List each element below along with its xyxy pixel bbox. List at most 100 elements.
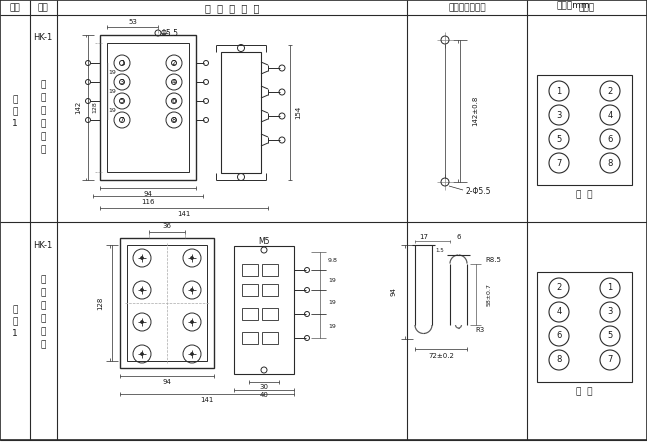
Text: 19: 19 — [108, 108, 116, 113]
Text: 8: 8 — [608, 159, 613, 168]
Text: 72±0.2: 72±0.2 — [428, 353, 454, 359]
Text: 3: 3 — [556, 110, 562, 119]
Bar — [537, 272, 632, 382]
Text: 142±0.8: 142±0.8 — [472, 96, 478, 126]
Circle shape — [140, 256, 144, 259]
Text: 出: 出 — [40, 289, 46, 297]
Text: 2: 2 — [608, 87, 613, 95]
Bar — [120, 238, 214, 368]
Text: 附: 附 — [12, 305, 17, 315]
Text: 5: 5 — [608, 332, 613, 340]
Text: 94: 94 — [162, 379, 171, 385]
Text: 图: 图 — [12, 317, 17, 327]
Text: 凸: 凸 — [40, 275, 46, 285]
Text: 6: 6 — [556, 332, 562, 340]
Text: 3: 3 — [608, 308, 613, 316]
Text: 接: 接 — [40, 328, 46, 336]
Text: 94: 94 — [390, 288, 396, 297]
Text: HK-1: HK-1 — [34, 34, 52, 42]
Text: 安装开孔尺寸图: 安装开孔尺寸图 — [448, 4, 486, 12]
Text: 4: 4 — [608, 110, 613, 119]
Text: 1: 1 — [608, 283, 613, 293]
Text: 17: 17 — [419, 234, 428, 240]
Text: 5: 5 — [556, 134, 562, 144]
Text: 141: 141 — [177, 211, 191, 217]
Circle shape — [140, 320, 144, 324]
Text: 附: 附 — [12, 95, 17, 104]
Circle shape — [190, 289, 193, 292]
Bar — [262, 284, 278, 296]
Text: 背  视: 背 视 — [576, 388, 592, 396]
Text: 6: 6 — [171, 98, 176, 104]
Text: M5: M5 — [258, 236, 270, 245]
Text: R8.5: R8.5 — [485, 257, 501, 263]
Bar — [127, 245, 207, 361]
Text: 1: 1 — [12, 329, 18, 339]
Text: 1: 1 — [12, 119, 18, 129]
Text: 19: 19 — [328, 278, 336, 282]
Text: 30: 30 — [259, 384, 269, 390]
Text: 1.5: 1.5 — [435, 248, 444, 252]
Text: 8: 8 — [556, 355, 562, 365]
Text: 6: 6 — [608, 134, 613, 144]
Text: 4: 4 — [172, 79, 176, 85]
Bar — [242, 284, 258, 296]
Text: 6: 6 — [456, 234, 461, 240]
Bar — [234, 246, 294, 374]
Text: 7: 7 — [556, 159, 562, 168]
Text: 128: 128 — [93, 102, 98, 114]
Bar — [242, 332, 258, 344]
Text: 图号: 图号 — [10, 4, 20, 12]
Text: 19: 19 — [328, 300, 336, 305]
Text: 4: 4 — [556, 308, 562, 316]
Text: 19: 19 — [108, 70, 116, 75]
Circle shape — [190, 320, 193, 324]
Text: 式: 式 — [40, 107, 46, 115]
Bar — [107, 43, 189, 172]
Text: 19: 19 — [108, 89, 116, 94]
Bar — [242, 308, 258, 320]
Text: 3: 3 — [120, 79, 124, 85]
Bar — [262, 308, 278, 320]
Text: 端子图: 端子图 — [579, 4, 595, 12]
Bar — [242, 264, 258, 276]
Text: 线: 线 — [40, 145, 46, 155]
Text: 出: 出 — [40, 94, 46, 103]
Text: 后: 后 — [40, 315, 46, 324]
Text: 线: 线 — [40, 340, 46, 350]
Text: 154: 154 — [295, 106, 301, 119]
Text: 1: 1 — [556, 87, 562, 95]
Text: 式: 式 — [40, 301, 46, 310]
Text: 单位：mm: 单位：mm — [556, 1, 590, 11]
Bar — [100, 35, 196, 180]
Text: 7: 7 — [608, 355, 613, 365]
Text: 53: 53 — [128, 19, 137, 25]
Text: HK-1: HK-1 — [34, 240, 52, 249]
Text: 2-Φ5.5: 2-Φ5.5 — [465, 187, 490, 197]
Text: 19: 19 — [328, 324, 336, 328]
Text: 128: 128 — [97, 296, 103, 310]
Text: 94: 94 — [144, 191, 153, 197]
Bar — [221, 52, 261, 173]
Text: 2: 2 — [172, 60, 176, 66]
Text: 前: 前 — [40, 119, 46, 129]
Text: 58±0.7: 58±0.7 — [487, 283, 492, 306]
Text: 凸: 凸 — [40, 80, 46, 89]
Text: 前  视: 前 视 — [576, 191, 592, 199]
Text: 结构: 结构 — [38, 4, 49, 12]
Text: 1: 1 — [120, 60, 124, 66]
Text: 2: 2 — [556, 283, 562, 293]
Text: 7: 7 — [120, 117, 124, 123]
Circle shape — [140, 289, 144, 292]
Circle shape — [140, 353, 144, 355]
Text: R3: R3 — [475, 327, 484, 333]
Bar — [262, 332, 278, 344]
Text: 36: 36 — [162, 223, 171, 229]
Text: 9.8: 9.8 — [328, 259, 338, 263]
Text: Φ5.5: Φ5.5 — [161, 28, 179, 38]
Text: 116: 116 — [141, 199, 155, 205]
Text: 40: 40 — [259, 392, 269, 398]
Text: 5: 5 — [120, 98, 124, 104]
Text: 接: 接 — [40, 133, 46, 141]
Text: 142: 142 — [75, 101, 81, 114]
